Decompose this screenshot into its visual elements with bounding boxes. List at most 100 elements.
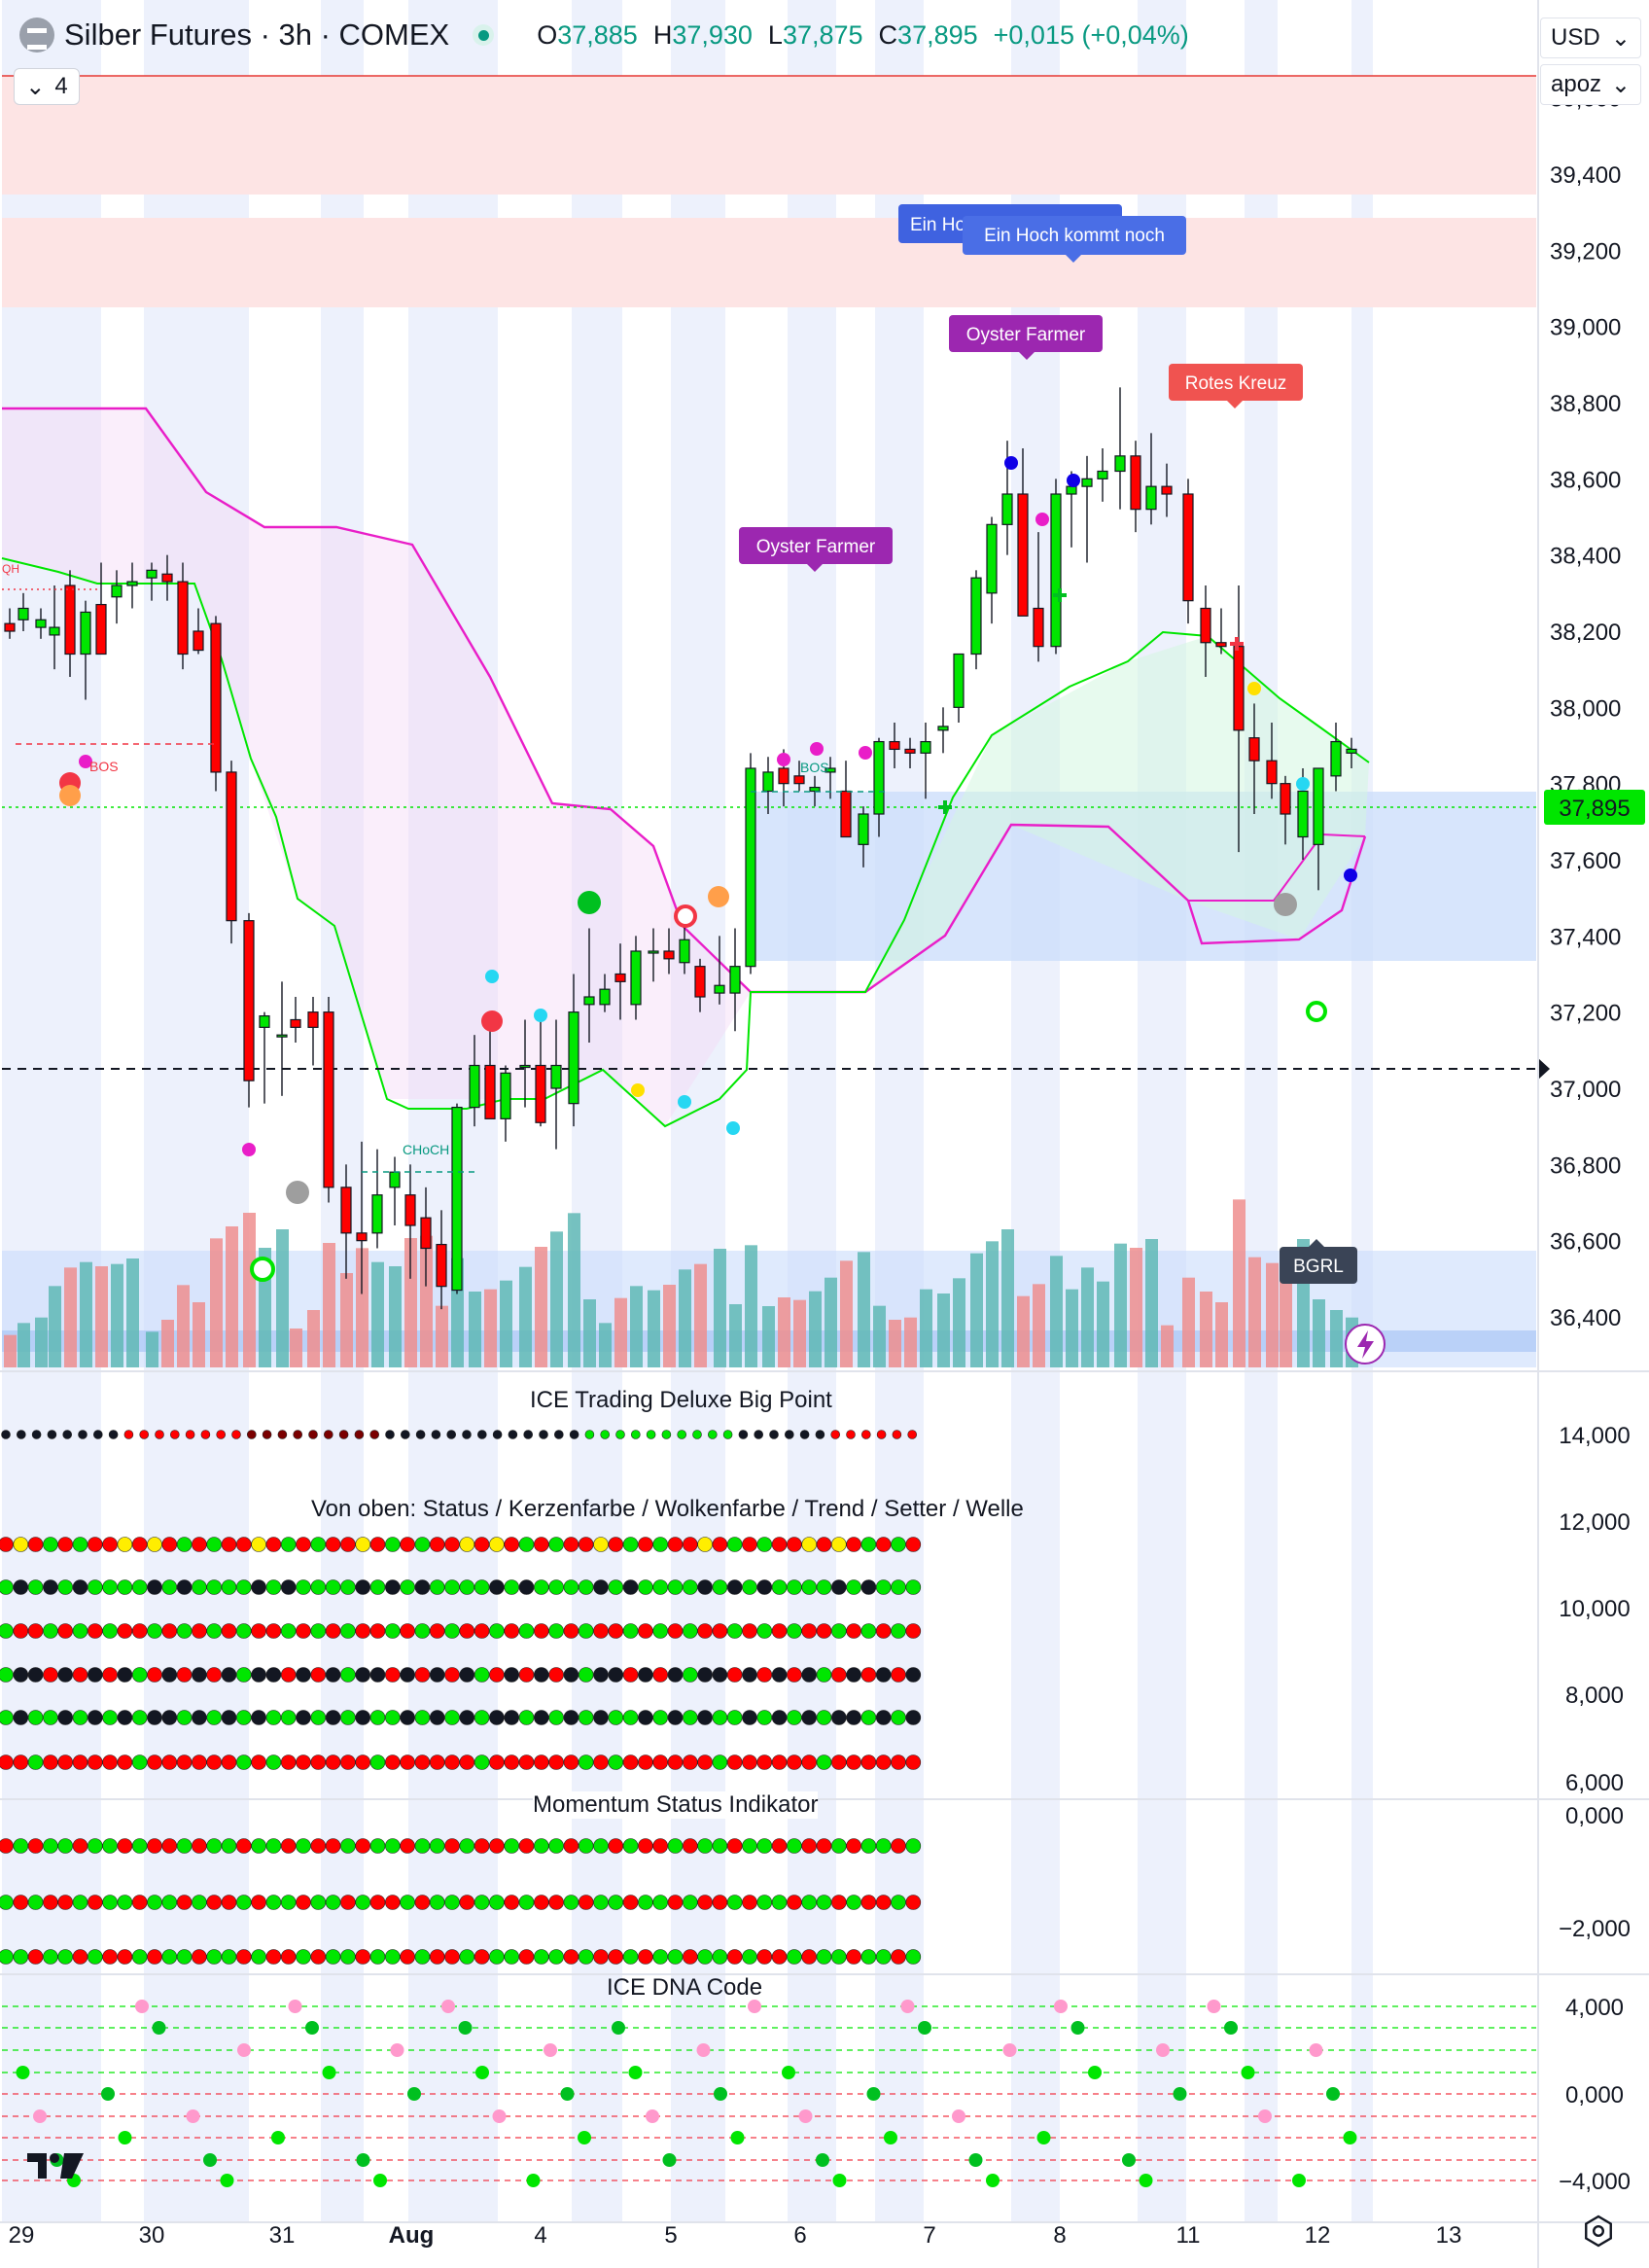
candlesticks — [4, 387, 1357, 1310]
candle-body — [1081, 478, 1093, 487]
pane-dot — [176, 1667, 193, 1683]
label-oyster-farmer-1[interactable]: Oyster Farmer — [949, 315, 1103, 360]
pane-dot — [47, 1430, 57, 1439]
pane-dot — [102, 1623, 118, 1639]
pane-dot — [622, 1710, 639, 1725]
pane-dot — [72, 1895, 88, 1910]
pane-dot — [801, 1579, 818, 1595]
volume-bar — [824, 1277, 837, 1367]
pane-dot — [646, 1430, 656, 1439]
volume-bar — [519, 1266, 532, 1367]
pane-dot — [697, 1895, 713, 1910]
pane-dot — [13, 1667, 29, 1683]
symbol-title[interactable]: Silber Futures · 3h · COMEX — [64, 18, 450, 52]
candle-body — [535, 1064, 546, 1123]
pane-dot — [548, 1579, 564, 1595]
label-ein-hoch[interactable]: Ein Hoch kommt noch — [963, 216, 1186, 263]
volume-bar — [193, 1302, 205, 1367]
dna-dot — [1292, 2174, 1306, 2187]
pane-dot — [265, 1838, 282, 1854]
pane-dot — [489, 1623, 505, 1639]
dna-dot — [101, 2087, 115, 2101]
pane-tick-label: 10,000 — [1559, 1596, 1630, 1622]
pane-dot — [830, 1667, 847, 1683]
pane-dot — [27, 1579, 44, 1595]
pane-dot — [72, 1710, 88, 1725]
pane-dot — [384, 1895, 401, 1910]
pane-dot — [72, 1754, 88, 1770]
candle-body — [4, 622, 16, 632]
pane-dot — [816, 1895, 832, 1910]
candle-body — [1266, 760, 1278, 785]
pane-dot — [206, 1579, 222, 1595]
pane-dot — [108, 1430, 119, 1439]
pane-dot — [638, 1754, 653, 1770]
pane-dot — [742, 1623, 757, 1639]
pane-dot — [414, 1537, 431, 1552]
currency-select[interactable]: USD ⌄ — [1540, 18, 1641, 58]
pane-dot — [608, 1754, 624, 1770]
pane2-subtitle: Von oben: Status / Kerzenfarbe / Wolkenf… — [311, 1496, 1024, 1522]
session-band — [1138, 0, 1186, 2222]
pane-dot — [474, 1623, 490, 1639]
pane-dot — [860, 1537, 877, 1552]
pane-dot — [0, 1667, 14, 1683]
pane-dot — [72, 1579, 88, 1595]
volume-bar — [1248, 1257, 1261, 1367]
price-axis[interactable]: 39,60039,40039,20039,00038,80038,60038,4… — [1550, 87, 1621, 1331]
pane-dot — [548, 1895, 564, 1910]
pane-dot — [891, 1838, 906, 1854]
pane-dot — [891, 1949, 906, 1965]
lightning-icon[interactable] — [1345, 1324, 1386, 1364]
tradingview-logo-icon[interactable] — [25, 2149, 86, 2182]
pane-dot — [1, 1430, 11, 1439]
pane-dot — [846, 1430, 856, 1439]
label-rotes-kreuz[interactable]: Rotes Kreuz — [1169, 364, 1303, 408]
pane-dot — [0, 1623, 14, 1639]
pane-dot — [905, 1710, 922, 1725]
pane-dot — [236, 1754, 252, 1770]
indicator-collapse-button[interactable]: ⌄ 4 — [14, 68, 80, 105]
signal-dot — [1035, 513, 1049, 526]
label-bgrl[interactable]: BGRL — [1280, 1239, 1357, 1284]
pane-dot — [593, 1949, 609, 1965]
pane-dot — [682, 1895, 698, 1910]
pane-dot — [459, 1754, 475, 1770]
pane-dot — [875, 1537, 892, 1552]
pane-dot — [265, 1754, 282, 1770]
pane-dot — [801, 1754, 818, 1770]
price-tick-label: 38,800 — [1550, 391, 1621, 417]
pane-dot — [548, 1537, 564, 1552]
pane-dot — [43, 1895, 58, 1910]
volume-bar — [904, 1317, 917, 1367]
pane-dot — [340, 1667, 356, 1683]
pane-dot — [593, 1895, 609, 1910]
pane-dot — [131, 1838, 148, 1854]
signal-dot — [726, 1121, 740, 1135]
pane-dot — [400, 1838, 415, 1854]
pane-dot — [459, 1667, 475, 1683]
pane-dot — [280, 1895, 297, 1910]
pane-dot — [474, 1579, 490, 1595]
label-oyster-farmer-2[interactable]: Oyster Farmer — [739, 527, 893, 572]
pane-dot — [444, 1895, 460, 1910]
pane-dot — [251, 1838, 266, 1854]
scale-select[interactable]: apoz ⌄ — [1540, 64, 1641, 105]
dna-dot — [798, 2109, 813, 2123]
settings-icon[interactable] — [1581, 2214, 1616, 2249]
session-band — [1011, 0, 1060, 2222]
signal-dot — [250, 1257, 275, 1282]
pane-dot — [265, 1710, 282, 1725]
pane-dot — [830, 1537, 847, 1552]
low-label: L — [767, 19, 783, 50]
pane-dot — [742, 1949, 757, 1965]
pane-dot — [504, 1895, 520, 1910]
time-axis[interactable]: 29 30 31 Aug 4 5 6 7 8 11 12 13 — [9, 2222, 1462, 2249]
time-tick-label: 4 — [534, 2222, 546, 2249]
pane-dot — [787, 1710, 802, 1725]
pane-dot — [400, 1579, 415, 1595]
pane-dot — [192, 1949, 207, 1965]
pane-dot — [492, 1430, 503, 1439]
pane-dot — [27, 1754, 44, 1770]
